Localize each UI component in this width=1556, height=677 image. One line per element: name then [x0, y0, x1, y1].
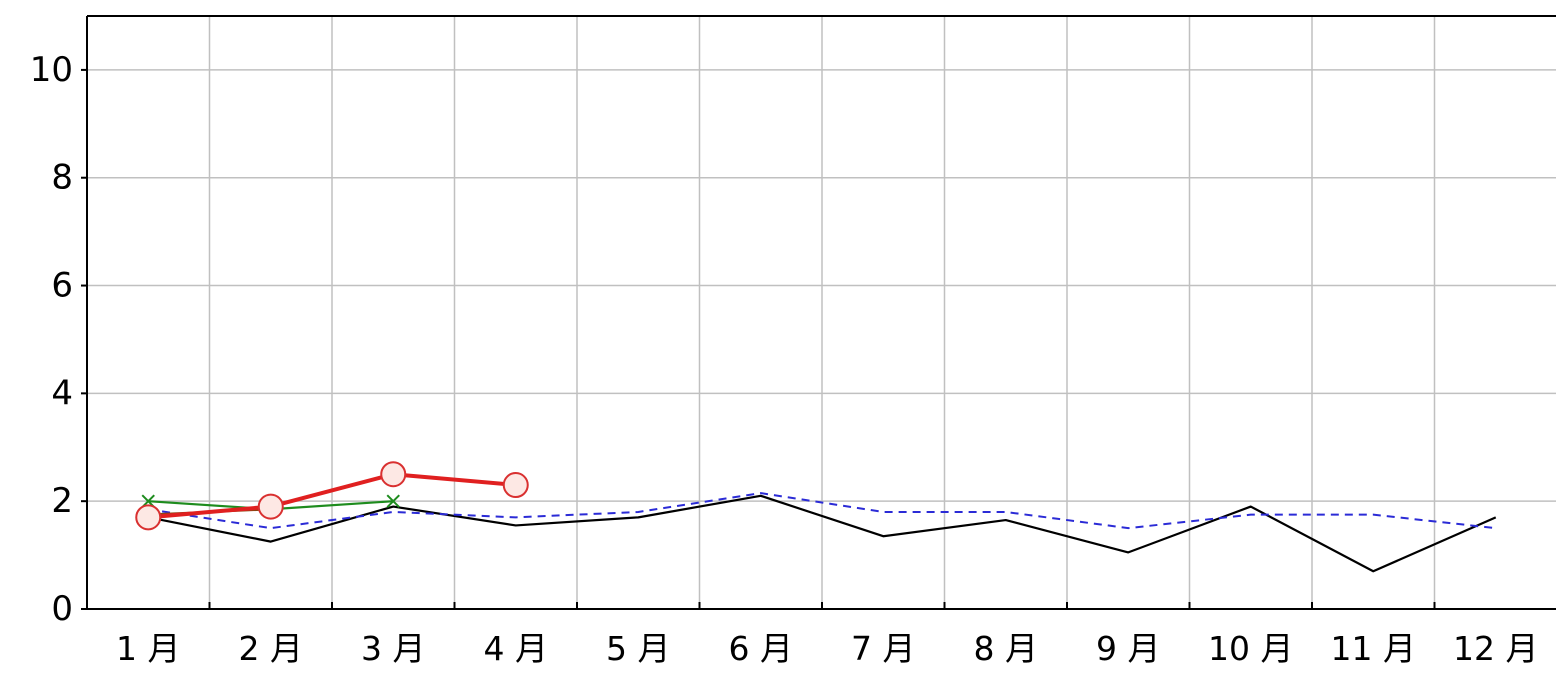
- y-tick-label: 6: [51, 266, 73, 306]
- series-line: [148, 494, 1497, 573]
- data-point-circle: [257, 493, 284, 520]
- y-tick-label: 10: [30, 50, 73, 90]
- data-point-x: [386, 494, 400, 508]
- x-tick-label: 5 月: [606, 629, 671, 668]
- x-tick-label: 4 月: [484, 629, 549, 668]
- axes: [81, 15, 1556, 610]
- x-tick-label: 1 月: [116, 629, 181, 668]
- series-layer: [135, 461, 1497, 573]
- series-1: [148, 494, 1497, 573]
- y-tick-label: 8: [51, 158, 73, 198]
- grid: [87, 16, 1556, 609]
- x-tick-label: 7 月: [851, 629, 916, 668]
- x-tick-label: 2 月: [239, 629, 304, 668]
- series-2: [148, 492, 1496, 530]
- x-tick-label: 6 月: [729, 629, 794, 668]
- x-tick-label: 12 月: [1453, 629, 1538, 668]
- data-point-circle: [502, 472, 529, 499]
- series-5: [135, 461, 529, 531]
- series-line: [148, 472, 516, 520]
- y-tick-label: 4: [51, 373, 73, 413]
- data-point-circle: [135, 504, 162, 531]
- data-point-circle: [380, 461, 407, 488]
- x-tick-label: 9 月: [1096, 629, 1161, 668]
- y-tick-label: 2: [51, 481, 73, 521]
- x-tick-label: 10 月: [1208, 629, 1293, 668]
- x-tick-label: 11 月: [1331, 629, 1416, 668]
- x-tick-label: 8 月: [974, 629, 1039, 668]
- y-tick-label: 0: [51, 589, 73, 629]
- tick-labels: 0 2 4 6 8 10 1 月 2 月 3 月 4 月 5 月 6 月 7 月 8 月 9 月 10 月 11…: [30, 50, 1539, 668]
- series-line: [148, 492, 1496, 530]
- x-tick-label: 3 月: [361, 629, 426, 668]
